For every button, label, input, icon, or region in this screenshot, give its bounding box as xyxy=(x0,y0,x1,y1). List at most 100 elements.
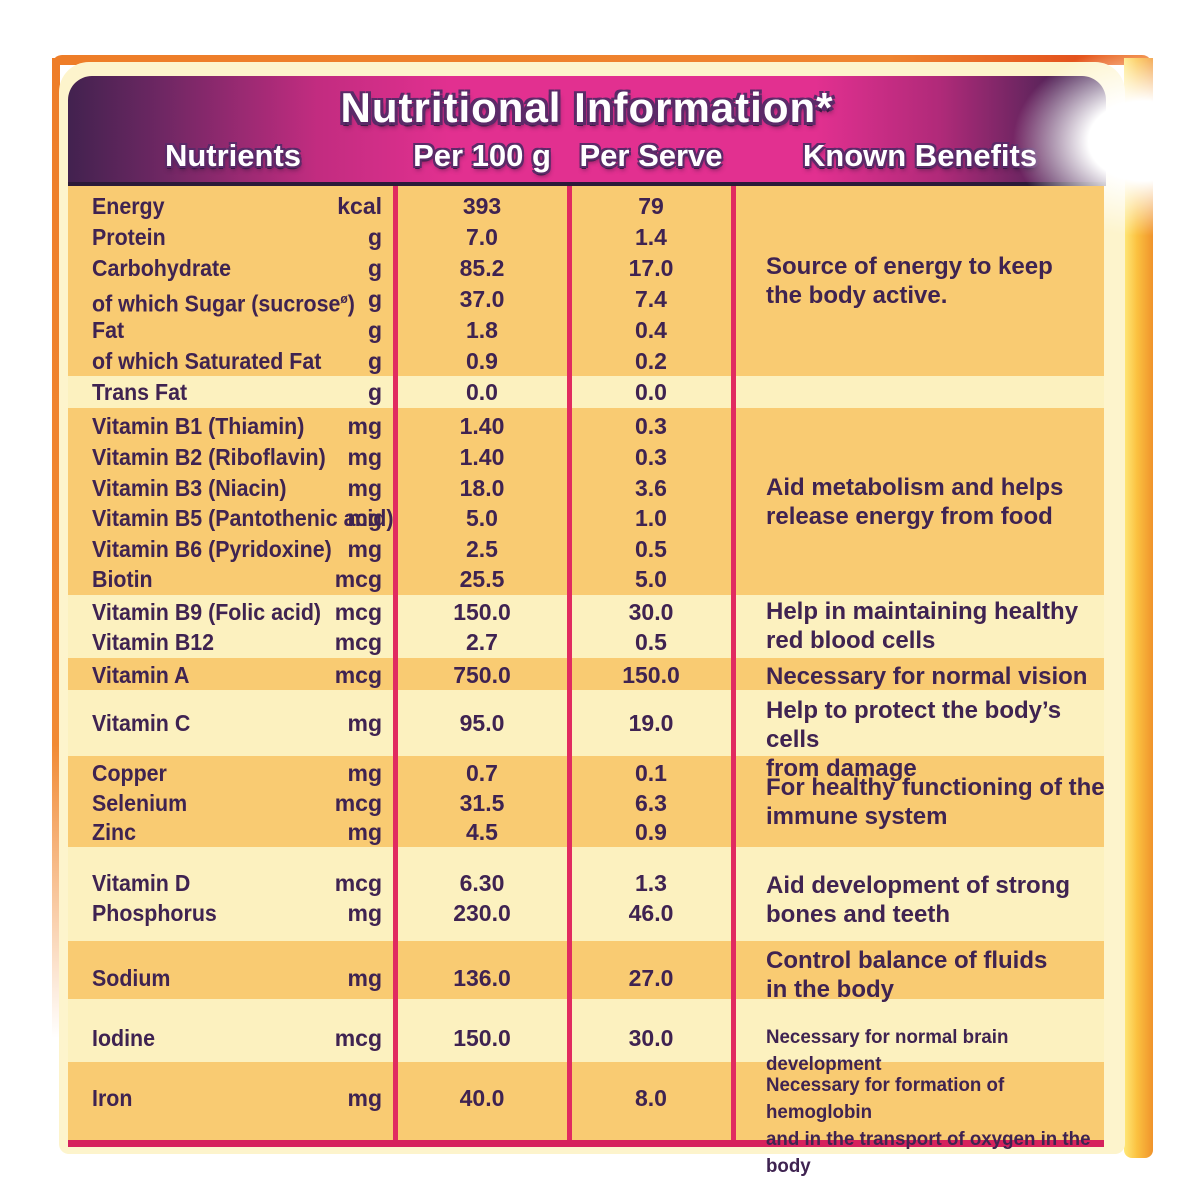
table-row: Zinc mg 4.5 0.9 xyxy=(68,816,1104,848)
nutrient-unit: kcal xyxy=(337,193,382,219)
nutrient-unit: mg xyxy=(347,1085,383,1111)
nutrient-unit: mcg xyxy=(334,870,382,896)
nutrient-unit: mcg xyxy=(334,790,382,816)
benefit-text-line: Necessary for formation of hemoglobin xyxy=(766,1074,1005,1123)
row-group-highlight-band xyxy=(68,408,1104,595)
table-row: Copper mg 0.7 0.1 xyxy=(68,757,1104,789)
table-row: Protein g 7.0 1.4 xyxy=(68,221,1104,253)
nutrient-name: Selenium xyxy=(92,790,188,816)
column-divider-line xyxy=(731,186,736,1147)
value-per-serve: 0.2 xyxy=(635,348,667,374)
table-row: Trans Fat g 0.0 0.0 xyxy=(68,376,1104,408)
value-per-100g: 136.0 xyxy=(453,965,511,991)
column-header-per-serve: Per Serve xyxy=(579,138,723,173)
value-per-100g: 1.40 xyxy=(459,444,505,470)
table-row: Vitamin D mcg 6.30 1.3 xyxy=(68,867,1104,899)
page-title: Nutritional Information* xyxy=(340,84,834,131)
column-divider-line xyxy=(567,186,572,1147)
table-row: Carbohydrate g 85.2 17.0 xyxy=(68,252,1104,284)
value-per-100g: 6.30 xyxy=(459,870,505,896)
nutrient-name: Vitamin B2 (Riboflavin) xyxy=(92,444,326,470)
nutrient-name: Vitamin B1 (Thiamin) xyxy=(92,413,305,439)
table-row: Vitamin B6 (Pyridoxine) mg 2.5 0.5 xyxy=(68,533,1104,565)
benefit-text-block: Necessary for normal brain development xyxy=(766,1024,1104,1078)
benefit-text-block: Control balance of fluids in the body xyxy=(766,946,1118,1004)
nutrient-unit: g xyxy=(367,379,382,405)
value-per-serve: 7.4 xyxy=(635,286,667,312)
value-per-100g: 4.5 xyxy=(466,819,498,845)
value-per-serve: 150.0 xyxy=(622,662,680,688)
column-header-per-100g: Per 100 g xyxy=(413,138,551,173)
value-per-100g: 2.5 xyxy=(466,536,498,562)
table-row: Vitamin B1 (Thiamin) mg 1.40 0.3 xyxy=(68,410,1104,442)
value-per-serve: 27.0 xyxy=(628,965,674,991)
value-per-serve: 1.3 xyxy=(635,870,667,896)
value-per-serve: 0.3 xyxy=(635,444,667,470)
value-per-serve: 8.0 xyxy=(635,1085,667,1111)
nutrient-unit: mg xyxy=(347,413,383,439)
benefit-text-line: Aid development of strong xyxy=(766,872,1071,899)
value-per-100g: 25.5 xyxy=(459,566,505,592)
value-per-100g: 393 xyxy=(462,193,502,219)
nutrient-name: Zinc xyxy=(92,819,136,845)
value-per-100g: 7.0 xyxy=(466,224,498,250)
value-per-100g: 85.2 xyxy=(459,255,505,281)
nutrient-unit: g xyxy=(367,224,382,250)
nutrient-name: Vitamin D xyxy=(92,870,191,896)
nutrient-name: Trans Fat xyxy=(92,379,188,405)
nutrient-unit: mcg xyxy=(334,599,382,625)
benefit-text-line: Help to protect the body’s cells xyxy=(766,697,1062,753)
outer-frame-top-strip xyxy=(52,55,1152,65)
benefit-text-block: Necessary for formation of hemoglobin and… xyxy=(766,1072,1104,1180)
value-per-serve: 5.0 xyxy=(635,566,667,592)
column-divider-line xyxy=(393,186,398,1147)
table-row: of which Saturated Fat g 0.9 0.2 xyxy=(68,345,1104,377)
nutrient-unit: mg xyxy=(347,760,383,786)
table-row: Vitamin B3 (Niacin) mg 18.0 3.6 xyxy=(68,472,1104,504)
benefit-text-line: Control balance of fluids xyxy=(766,947,1048,974)
nutrient-name: Vitamin A xyxy=(92,662,190,688)
value-per-serve: 46.0 xyxy=(628,900,674,926)
nutrient-unit: mcg xyxy=(334,566,382,592)
table-row: of which Sugar (sucroseø) g 37.0 7.4 xyxy=(68,283,1104,317)
row-group-highlight-band xyxy=(68,186,1104,376)
benefit-text-line: in the body xyxy=(766,976,894,1003)
nutrient-unit: g xyxy=(367,317,382,343)
value-per-100g: 95.0 xyxy=(459,710,505,736)
table-row: Biotin mcg 25.5 5.0 xyxy=(68,563,1104,595)
table-row: Energy kcal 393 79 xyxy=(68,190,1104,222)
benefit-text-block: Aid metabolism and helps release energy f… xyxy=(766,473,1118,531)
value-per-100g: 2.7 xyxy=(466,629,498,655)
nutrient-name: of which Saturated Fat xyxy=(92,348,322,374)
benefit-text-line: Source of energy to keep xyxy=(766,253,1053,280)
value-per-100g: 40.0 xyxy=(459,1085,505,1111)
nutrient-name: Biotin xyxy=(92,566,153,592)
value-per-serve: 17.0 xyxy=(628,255,674,281)
nutrient-name: Vitamin B3 (Niacin) xyxy=(92,475,287,501)
nutrient-unit: mg xyxy=(347,505,383,531)
benefit-text-line: Necessary for normal brain development xyxy=(766,1026,1009,1075)
value-per-100g: 1.8 xyxy=(466,317,498,343)
value-per-100g: 1.40 xyxy=(459,413,505,439)
table-row: Selenium mcg 31.5 6.3 xyxy=(68,787,1104,819)
value-per-serve: 30.0 xyxy=(628,599,674,625)
value-per-100g: 37.0 xyxy=(459,286,505,312)
nutrient-name: Vitamin C xyxy=(92,710,191,736)
benefit-text-line: and in the transport of oxygen in the bo… xyxy=(766,1128,1091,1177)
nutrient-unit: mcg xyxy=(334,1025,382,1051)
table-row: Vitamin B12 mcg 2.7 0.5 xyxy=(68,626,1104,658)
nutrient-name: Protein xyxy=(92,224,166,250)
value-per-serve: 3.6 xyxy=(635,475,667,501)
nutrient-unit: mg xyxy=(347,819,383,845)
value-per-serve: 0.0 xyxy=(635,379,667,405)
benefit-text-block: Aid development of strong bones and teeth xyxy=(766,871,1118,929)
benefit-text-line: For healthy functioning of the xyxy=(766,774,1105,801)
value-per-100g: 750.0 xyxy=(453,662,511,688)
value-per-serve: 0.1 xyxy=(635,760,667,786)
value-per-100g: 5.0 xyxy=(466,505,498,531)
nutrient-unit: mg xyxy=(347,444,383,470)
nutrient-name-superscript: ø xyxy=(340,291,348,306)
table-row: Fat g 1.8 0.4 xyxy=(68,314,1104,346)
column-header-nutrients: Nutrients xyxy=(164,138,302,173)
